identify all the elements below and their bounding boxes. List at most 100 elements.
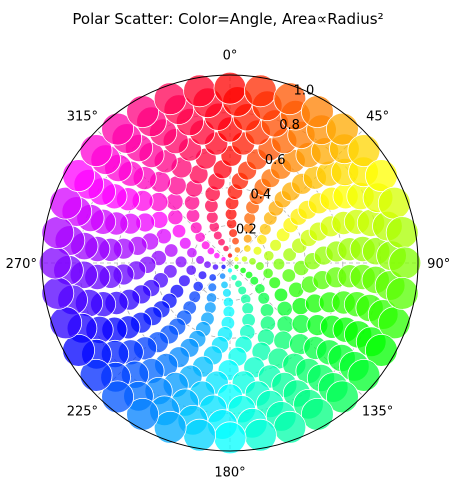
scatter-point-44	[192, 280, 204, 292]
scatter-point-109	[276, 315, 295, 334]
scatter-point-15	[243, 244, 252, 253]
scatter-point-24	[242, 233, 253, 244]
scatter-point-69	[281, 268, 297, 283]
scatter-point-32	[195, 255, 205, 265]
scatter-point-29	[222, 288, 232, 298]
scatter-point-54	[257, 291, 271, 305]
scatter-point-79	[171, 223, 187, 239]
theta-tick-label-2: 90°	[427, 257, 450, 272]
scatter-point-309	[153, 410, 187, 444]
scatter-point-321	[101, 112, 134, 146]
scatter-point-70	[273, 287, 289, 303]
scatter-point-310	[126, 397, 160, 431]
scatter-point-3	[226, 267, 233, 274]
radial-tick-label-3: 0.8	[279, 118, 300, 133]
scatter-point-330	[347, 134, 381, 168]
scatter-point-22	[206, 246, 216, 256]
scatter-point-316	[38, 246, 72, 280]
scatter-point-27	[249, 275, 260, 286]
scatter-point-12	[213, 252, 221, 260]
scatter-point-303	[325, 380, 359, 414]
scatter-point-19	[220, 280, 229, 290]
scatter-point-313	[62, 333, 95, 367]
scatter-point-16	[248, 257, 257, 266]
scatter-point-327	[273, 82, 307, 116]
scatter-point-9	[230, 273, 238, 282]
scatter-point-331	[364, 159, 398, 193]
scatter-point-314	[49, 306, 83, 340]
scatter-point-30	[207, 282, 218, 293]
scatter-point-51	[269, 239, 282, 252]
scatter-point-39	[262, 267, 274, 279]
radial-tick-label-1: 0.4	[250, 188, 271, 203]
scatter-point-1	[233, 256, 240, 263]
theta-tick-label-3: 135°	[362, 405, 393, 420]
scatter-point-320	[79, 134, 113, 168]
scatter-point-45	[185, 264, 197, 276]
scatter-point-5	[220, 256, 227, 263]
theta-tick-label-5: 225°	[67, 405, 98, 420]
scatter-point-98	[167, 209, 184, 226]
scatter-point-17	[244, 270, 254, 280]
scatter-point-14	[231, 236, 240, 246]
scatter-point-20	[208, 273, 217, 282]
scatter-point-2	[233, 263, 240, 270]
scatter-point-31	[197, 270, 208, 281]
scatter-point-37	[256, 234, 268, 246]
scatter-point-300	[377, 306, 411, 340]
scatter-point-38	[263, 250, 275, 262]
scatter-point-55	[241, 302, 255, 315]
scatter-point-77	[163, 264, 178, 279]
scatter-point-325	[213, 71, 247, 105]
scatter-point-332	[377, 186, 411, 220]
scatter-point-21	[203, 260, 212, 269]
scatter-point-323	[153, 82, 187, 116]
scatter-point-71	[259, 303, 275, 318]
scatter-point-78	[163, 243, 179, 258]
scatter-point-319	[62, 159, 95, 193]
scatter-point-301	[364, 333, 398, 367]
scatter-point-312	[79, 358, 113, 392]
scatter-point-28	[237, 285, 248, 296]
scatter-point-62	[189, 221, 203, 235]
scatter-point-46	[186, 247, 198, 259]
scatter-point-6	[233, 246, 241, 254]
scatter-point-80	[185, 208, 201, 223]
scatter-point-68	[282, 247, 297, 262]
theta-tick-label-7: 315°	[67, 109, 98, 124]
scatter-point-307	[213, 421, 247, 455]
scatter-points	[38, 71, 422, 455]
radial-tick-label-2: 0.6	[265, 153, 286, 168]
polar-frame	[41, 74, 419, 452]
radial-tick-label-0: 0.2	[236, 222, 257, 237]
scatter-point-8	[239, 266, 247, 274]
scatter-point-11	[211, 263, 220, 271]
scatter-point-335	[385, 276, 419, 310]
scatter-point-120	[165, 192, 184, 211]
radial-tick-label-4: 1.0	[294, 83, 315, 98]
scatter-point-61	[179, 237, 192, 250]
scatter-point-33	[200, 240, 211, 251]
scatter-point-52	[272, 257, 286, 271]
scatter-point-322	[126, 95, 160, 128]
theta-tick-label-1: 45°	[366, 109, 389, 124]
scatter-point-311	[101, 380, 134, 414]
theta-tick-label-4: 180°	[214, 466, 245, 481]
scatter-point-34	[213, 230, 223, 241]
scatter-point-59	[178, 274, 191, 288]
theta-tick-labels: 0° 45° 90° 135° 180° 225° 270° 315°	[6, 48, 451, 480]
scatter-point-88	[276, 300, 293, 317]
scatter-point-304	[300, 397, 334, 431]
scatter-point-318	[49, 186, 83, 220]
scatter-point-13	[222, 244, 230, 253]
scatter-point-25	[252, 246, 263, 256]
theta-tick-label-6: 270°	[6, 257, 37, 272]
scatter-point-305	[273, 410, 307, 444]
theta-tick-label-0: 0°	[223, 48, 238, 63]
scatter-point-329	[325, 112, 359, 146]
scatter-point-63	[206, 211, 219, 224]
radial-tick-labels: 0.2 0.4 0.6 0.8 1.0	[236, 83, 314, 237]
scatter-point-328	[300, 95, 334, 128]
scatter-point-53	[268, 276, 282, 290]
